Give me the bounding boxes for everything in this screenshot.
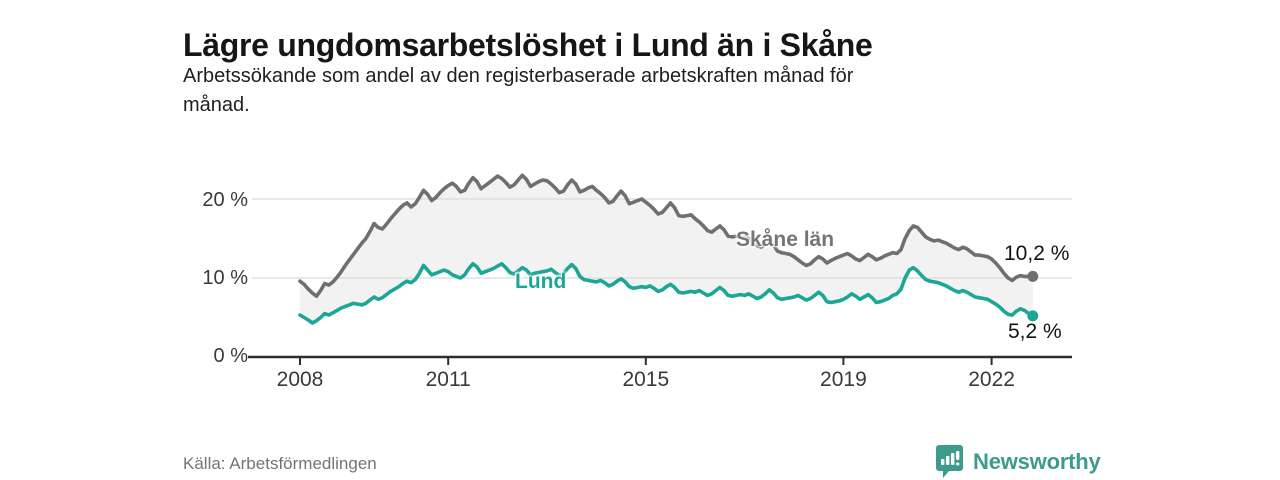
newsworthy-logo-text: Newsworthy bbox=[973, 448, 1101, 474]
x-axis-label-2011: 2011 bbox=[425, 368, 471, 391]
chart-title: Lägre ungdomsarbetslöshet i Lund än i Sk… bbox=[183, 27, 873, 64]
x-axis-label-2019: 2019 bbox=[820, 368, 867, 391]
x-axis-label-2008: 2008 bbox=[276, 368, 324, 391]
series-label-skane-lan: Skåne län bbox=[736, 228, 835, 251]
series-line-lund bbox=[298, 261, 1035, 325]
x-axis-label-2015: 2015 bbox=[622, 368, 670, 391]
newsworthy-logo[interactable]: Newsworthy bbox=[936, 445, 1101, 478]
y-axis-label-20: 20 % bbox=[202, 189, 248, 211]
chart-subtitle: Arbetssökande som andel av den registerb… bbox=[183, 62, 853, 120]
bar-chart-speech-bubble-icon bbox=[936, 445, 963, 478]
source-note: Källa: Arbetsförmedlingen bbox=[183, 454, 377, 473]
series-band-fill bbox=[300, 175, 1033, 323]
y-axis-label-10: 10 % bbox=[202, 267, 248, 289]
chart-subtitle-line1: Arbetssökande som andel av den registerb… bbox=[183, 65, 854, 87]
end-dot-lund bbox=[1027, 310, 1039, 322]
x-axis-label-2022: 2022 bbox=[968, 368, 1015, 391]
series-line-skane bbox=[298, 173, 1035, 299]
chart-subtitle-line2: månad. bbox=[183, 94, 250, 116]
series-label-lund: Lund bbox=[515, 270, 567, 293]
y-axis-label-0: 0 % bbox=[213, 345, 248, 367]
end-value-label-lund: 5,2 % bbox=[1008, 320, 1062, 343]
end-value-label-skane: 10,2 % bbox=[1004, 242, 1070, 265]
end-dot-skane bbox=[1027, 270, 1039, 282]
